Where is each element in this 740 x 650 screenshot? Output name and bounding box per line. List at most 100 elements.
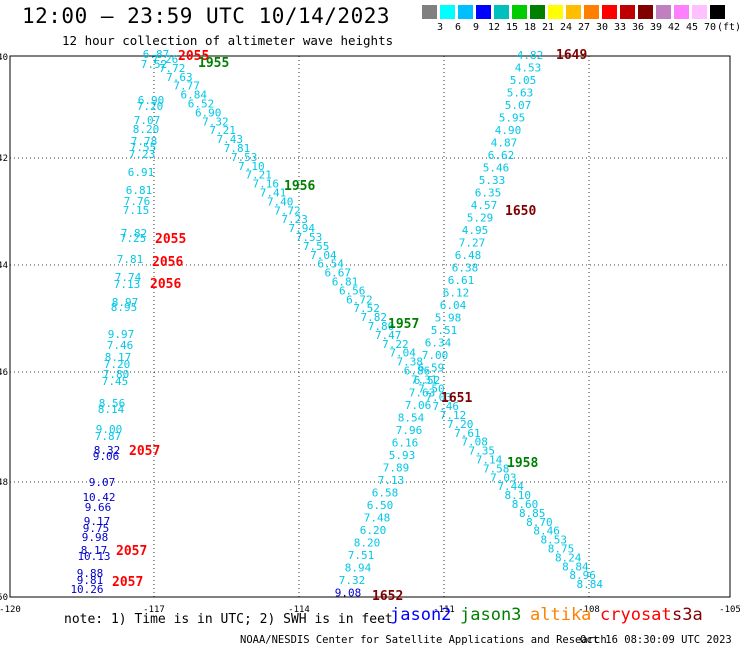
legend-swatch <box>656 5 671 19</box>
pass-time-label: 1652 <box>372 589 403 604</box>
longitude-label: -114 <box>288 605 310 615</box>
wave-height-label: 9.88 <box>77 567 104 580</box>
wave-height-label: 7.53 <box>231 151 258 164</box>
wave-height-label: 7.32 <box>202 115 229 128</box>
satellite-name: jason3 <box>460 605 522 625</box>
wave-height-label: 6.87 <box>143 48 170 61</box>
pass-time-label: 1957 <box>388 317 419 332</box>
wave-height-label: 7.22 <box>382 338 409 351</box>
wave-height-label: 6.52 <box>188 98 215 111</box>
legend-swatch <box>602 5 617 19</box>
pass-time-label: 1650 <box>505 204 536 219</box>
wave-height-label: 5.07 <box>505 99 532 112</box>
wave-height-label: 7.46 <box>433 400 460 413</box>
wave-height-label: 4.95 <box>462 224 489 237</box>
legend-swatch <box>692 5 707 19</box>
wave-height-label: 4.87 <box>491 137 518 150</box>
wave-height-label: 8.95 <box>111 301 138 314</box>
pass-time-label: 2057 <box>116 544 147 559</box>
wave-height-label: 9.07 <box>89 476 116 489</box>
wave-height-label: 7.44 <box>497 480 524 493</box>
wave-height-label: 5.63 <box>507 87 534 100</box>
wave-height-label: 7.13 <box>114 278 141 291</box>
legend-label: 6 <box>454 22 462 33</box>
wave-height-label: 7.78 <box>131 135 158 148</box>
wave-height-label: 9.08 <box>335 587 362 600</box>
wave-height-label: 7.10 <box>238 160 265 173</box>
pass-time-label: 2057 <box>129 444 160 459</box>
wave-height-label: 7.80 <box>368 320 395 333</box>
legend-swatch <box>422 5 437 19</box>
legend-swatch <box>638 5 653 19</box>
wave-height-label: 9.17 <box>84 515 111 528</box>
wave-height-label: 7.07 <box>134 114 161 127</box>
wave-height-label: 6.50 <box>367 499 394 512</box>
legend-label: 33 <box>613 22 627 33</box>
wave-height-label: 7.14 <box>476 454 503 467</box>
legend-label: 12 <box>487 22 501 33</box>
wave-height-label: 10.42 <box>82 491 115 504</box>
wave-height-label: 9.06 <box>93 450 120 463</box>
pass-time-label: 2055 <box>155 232 186 247</box>
satellite-name: s3a <box>672 605 703 625</box>
legend-label: 24 <box>559 22 573 33</box>
wave-height-label: 8.94 <box>345 562 372 575</box>
latitude-label: 48 <box>0 478 8 488</box>
wave-height-label: 7.20 <box>447 418 474 431</box>
wave-height-label: 8.17 <box>105 351 132 364</box>
wave-height-label: 4.53 <box>515 62 542 75</box>
wave-height-label: 7.21 <box>245 169 272 182</box>
wave-height-label: 7.08 <box>461 436 488 449</box>
wave-height-label: 7.06 <box>405 399 432 412</box>
wave-height-label: 7.72 <box>274 204 301 217</box>
pass-time-label: 2057 <box>112 575 143 590</box>
legend-label: 30 <box>595 22 609 33</box>
pass-time-label: 1955 <box>198 56 229 71</box>
legend-swatch <box>674 5 689 19</box>
wave-height-label: 7.26 <box>152 53 179 66</box>
longitude-label: -105 <box>719 605 740 615</box>
wave-height-label: 5.05 <box>510 74 537 87</box>
wave-height-label: 7.63 <box>166 71 193 84</box>
latitude-label: 42 <box>0 154 8 164</box>
wave-height-label: 5.46 <box>483 162 510 175</box>
wave-height-label: 7.32 <box>339 574 366 587</box>
wave-height-label: 8.97 <box>112 296 139 309</box>
wave-height-label: 5.95 <box>499 112 526 125</box>
wave-height-label: 5.93 <box>389 449 416 462</box>
legend-swatch <box>620 5 635 19</box>
wave-height-label: 7.80 <box>103 368 130 381</box>
wave-height-label: 7.25 <box>120 232 147 245</box>
map-title: 12:00 – 23:59 UTC 10/14/2023 <box>22 4 391 28</box>
legend-swatch <box>494 5 509 19</box>
wave-height-label: 6.34 <box>425 337 452 350</box>
wave-height-label: 8.46 <box>533 525 560 538</box>
wave-height-label: 7.35 <box>469 445 496 458</box>
wave-height-label: 6.12 <box>443 287 470 300</box>
wave-height-label: 8.53 <box>541 534 568 547</box>
legend-swatch <box>566 5 581 19</box>
wave-height-label: 7.40 <box>267 195 294 208</box>
wave-height-label: 8.17 <box>81 544 108 557</box>
wave-height-label: 7.43 <box>217 133 244 146</box>
pass-time-label: 1958 <box>507 456 538 471</box>
wave-height-label: 8.14 <box>98 403 125 416</box>
wave-height-label: 7.12 <box>440 409 467 422</box>
wave-height-label: 7.55 <box>303 240 330 253</box>
wave-height-label: 6.67 <box>325 267 352 280</box>
wave-height-label: 6.90 <box>138 94 165 107</box>
wave-height-label: 8.60 <box>512 498 539 511</box>
wave-height-label: 8.20 <box>354 537 381 550</box>
wave-height-label: 7.77 <box>173 80 200 93</box>
legend-swatch <box>530 5 545 19</box>
legend-label: 36 <box>631 22 645 33</box>
wave-height-label: 6.35 <box>475 187 502 200</box>
legend-unit: (ft) <box>716 22 740 33</box>
legend-label: 3 <box>436 22 444 33</box>
wave-height-label: 6.58 <box>372 487 399 500</box>
pass-time-label: 1649 <box>556 48 587 63</box>
pass-time-label: 2056 <box>152 255 183 270</box>
wave-height-label: 7.52 <box>353 302 380 315</box>
wave-height-label: 10.13 <box>77 550 110 563</box>
